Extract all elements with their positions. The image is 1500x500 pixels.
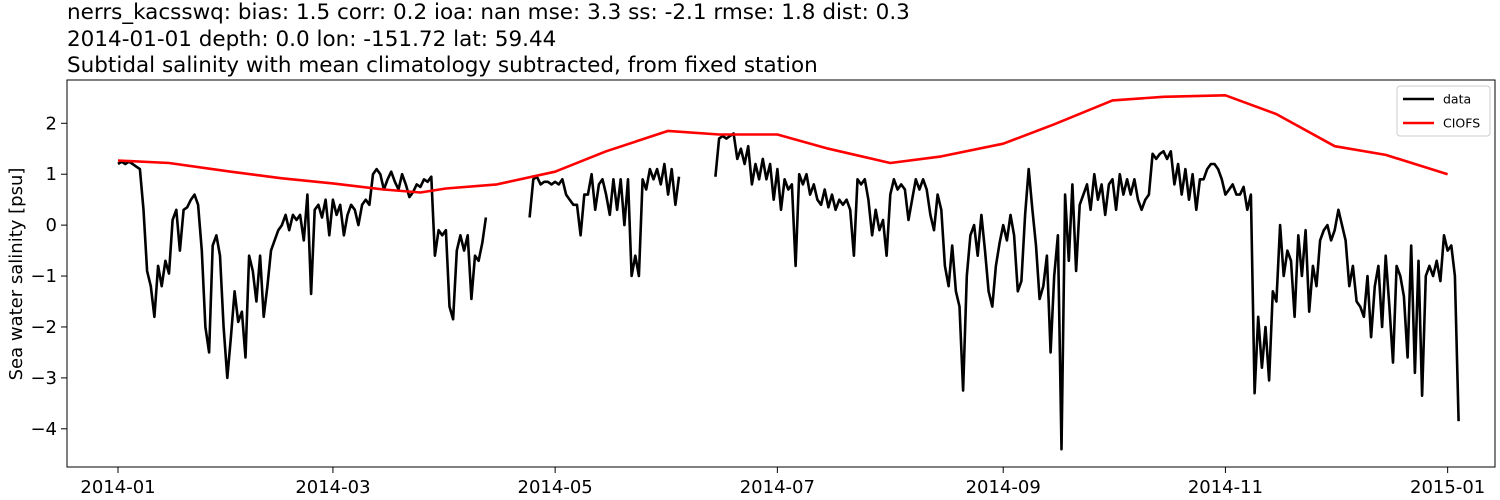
series-line-data-segment-3 [714,132,1460,451]
x-tick-label: 2014-03 [295,477,370,498]
legend-label-data: data [1443,92,1471,107]
y-tick-label: −4 [30,419,57,440]
title-line-station: 2014-01-01 depth: 0.0 lon: -151.72 lat: … [67,26,557,52]
y-tick-label: 1 [46,164,57,185]
y-tick-label: 2 [46,113,57,134]
x-tick-label: 2014-07 [740,477,815,498]
legend: data CIOFS [1396,85,1491,137]
series-line-ciofs-segment-1 [117,94,1448,194]
title-line-stats: nerrs_kacsswq: bias: 1.5 corr: 0.2 ioa: … [67,0,910,25]
x-tick-label: 2014-09 [966,477,1041,498]
x-tick-label: 2014-01 [80,477,155,498]
x-tick-label: 2014-05 [518,477,593,498]
chart-title: nerrs_kacsswq: bias: 1.5 corr: 0.2 ioa: … [67,0,910,80]
y-tick-label: −1 [30,266,57,287]
x-axis: 2014-01 2014-03 2014-05 2014-07 2014-09 2014-… [80,467,1485,498]
plot-data-layer [117,94,1460,451]
y-tick-label: 0 [46,215,57,236]
series-line-data-segment-1 [117,160,488,380]
x-tick-label: 2014-11 [1188,477,1263,498]
y-tick-label: −3 [30,368,57,389]
y-tick-label: −2 [30,317,57,338]
legend-label-ciofs: CIOFS [1443,116,1480,131]
plot-frame [66,79,1496,468]
series-line-data-segment-2 [528,162,681,278]
y-axis-label: Sea water salinity [psu] [6,168,27,381]
title-line-description: Subtidal salinity with mean climatology … [67,53,818,78]
y-axis: −4 −3 −2 −1 0 1 2 [30,113,67,440]
x-tick-label: 2015-01 [1410,477,1485,498]
